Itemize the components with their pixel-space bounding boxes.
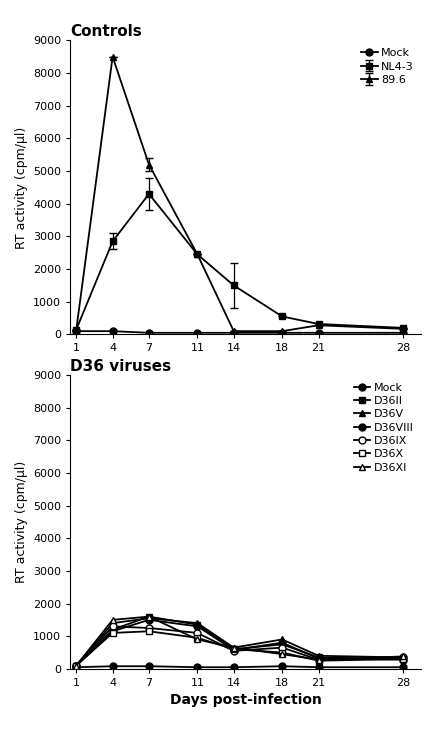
D36X xyxy=(315,656,321,665)
Line: D36VIII: D36VIII xyxy=(73,617,406,669)
Mock xyxy=(194,663,200,672)
Line: D36II: D36II xyxy=(73,613,406,669)
Line: D36XI: D36XI xyxy=(73,613,406,669)
D36V xyxy=(146,614,151,623)
Mock xyxy=(400,663,405,672)
D36VIII xyxy=(146,615,151,624)
Text: D36 viruses: D36 viruses xyxy=(70,359,171,373)
Mock xyxy=(110,662,115,670)
Line: Mock: Mock xyxy=(73,328,406,337)
D36V xyxy=(230,643,236,652)
Mock xyxy=(110,327,115,336)
Mock xyxy=(400,329,405,337)
Mock xyxy=(194,329,200,337)
Legend: Mock, NL4-3, 89.6: Mock, NL4-3, 89.6 xyxy=(358,46,415,87)
D36X xyxy=(230,645,236,653)
Y-axis label: RT activity (cpm/µl): RT activity (cpm/µl) xyxy=(14,461,28,583)
Mock xyxy=(279,329,284,337)
D36IX xyxy=(110,622,115,631)
D36II xyxy=(110,625,115,634)
Y-axis label: RT activity (cpm/µl): RT activity (cpm/µl) xyxy=(14,126,28,248)
Mock xyxy=(230,663,236,672)
Mock xyxy=(74,663,79,672)
D36V xyxy=(315,651,321,660)
D36XI xyxy=(146,612,151,621)
D36XI xyxy=(110,615,115,624)
D36V xyxy=(279,635,284,644)
D36II xyxy=(400,655,405,664)
D36XI xyxy=(230,643,236,652)
D36XI xyxy=(279,650,284,659)
D36IX xyxy=(146,623,151,632)
Line: D36X: D36X xyxy=(73,628,406,669)
D36VIII xyxy=(315,654,321,663)
X-axis label: Days post-infection: Days post-infection xyxy=(170,693,321,707)
D36V xyxy=(110,619,115,628)
D36IX xyxy=(230,647,236,656)
D36XI xyxy=(400,652,405,661)
D36II xyxy=(230,645,236,653)
Line: D36V: D36V xyxy=(73,614,406,669)
Line: D36IX: D36IX xyxy=(73,623,406,669)
D36X xyxy=(146,627,151,636)
D36VIII xyxy=(279,638,284,647)
D36IX xyxy=(74,662,79,670)
D36VIII xyxy=(74,662,79,670)
D36X xyxy=(74,662,79,670)
D36X xyxy=(400,655,405,664)
D36IX xyxy=(400,653,405,662)
D36V xyxy=(194,619,200,628)
D36IX xyxy=(315,656,321,664)
Mock xyxy=(146,329,151,337)
Mock xyxy=(74,327,79,336)
D36X xyxy=(110,628,115,637)
Text: Controls: Controls xyxy=(70,24,141,39)
D36IX xyxy=(194,628,200,637)
D36X xyxy=(194,634,200,642)
D36VIII xyxy=(194,622,200,631)
D36V xyxy=(74,662,79,670)
Mock xyxy=(230,329,236,337)
Mock xyxy=(279,662,284,670)
D36II xyxy=(315,653,321,662)
D36II xyxy=(146,612,151,621)
Legend: Mock, D36II, D36V, D36VIII, D36IX, D36X, D36XI: Mock, D36II, D36V, D36VIII, D36IX, D36X,… xyxy=(351,381,415,475)
Mock xyxy=(315,663,321,672)
Mock xyxy=(315,329,321,337)
D36IX xyxy=(279,643,284,652)
D36VIII xyxy=(230,645,236,654)
D36II xyxy=(74,662,79,670)
D36VIII xyxy=(400,656,405,664)
D36XI xyxy=(315,656,321,664)
Mock xyxy=(146,662,151,670)
D36XI xyxy=(74,662,79,670)
Line: Mock: Mock xyxy=(73,663,406,671)
D36V xyxy=(400,653,405,662)
D36XI xyxy=(194,635,200,644)
D36II xyxy=(279,640,284,649)
D36II xyxy=(194,620,200,629)
D36X xyxy=(279,648,284,657)
D36VIII xyxy=(110,627,115,636)
